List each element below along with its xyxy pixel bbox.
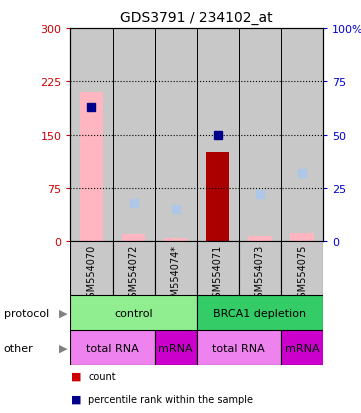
FancyBboxPatch shape [281,242,323,295]
FancyBboxPatch shape [197,295,323,330]
Text: mRNA: mRNA [285,343,319,353]
FancyBboxPatch shape [155,330,197,366]
Bar [197,29,239,242]
FancyBboxPatch shape [70,242,113,295]
Bar [291,233,314,242]
Text: GSM554074*: GSM554074* [171,244,181,308]
Text: GSM554070: GSM554070 [86,244,96,304]
Bar [281,29,323,242]
Bar [248,236,271,242]
Text: mRNA: mRNA [158,343,193,353]
Text: GSM554073: GSM554073 [255,244,265,304]
Text: count: count [88,371,116,381]
FancyBboxPatch shape [281,330,323,366]
Bar [122,235,145,242]
Text: ▶: ▶ [59,308,68,318]
Bar [164,238,187,242]
Text: ■: ■ [70,371,81,381]
Bar [155,29,197,242]
FancyBboxPatch shape [197,242,239,295]
Text: total RNA: total RNA [86,343,139,353]
Bar [80,93,103,242]
Bar [70,29,113,242]
Bar [113,29,155,242]
Text: total RNA: total RNA [213,343,265,353]
Text: control: control [114,308,153,318]
Text: protocol: protocol [4,308,49,318]
FancyBboxPatch shape [197,330,281,366]
FancyBboxPatch shape [239,242,281,295]
FancyBboxPatch shape [155,242,197,295]
Text: GSM554071: GSM554071 [213,244,223,304]
Text: GSM554075: GSM554075 [297,244,307,304]
Text: percentile rank within the sample: percentile rank within the sample [88,394,253,404]
FancyBboxPatch shape [113,242,155,295]
Bar [206,153,229,242]
Text: other: other [4,343,33,353]
FancyBboxPatch shape [70,295,197,330]
Bar [239,29,281,242]
FancyBboxPatch shape [70,330,155,366]
Text: GSM554072: GSM554072 [129,244,139,304]
Text: BRCA1 depletion: BRCA1 depletion [213,308,306,318]
Text: ■: ■ [70,394,81,404]
Text: ▶: ▶ [59,343,68,353]
Title: GDS3791 / 234102_at: GDS3791 / 234102_at [121,11,273,25]
